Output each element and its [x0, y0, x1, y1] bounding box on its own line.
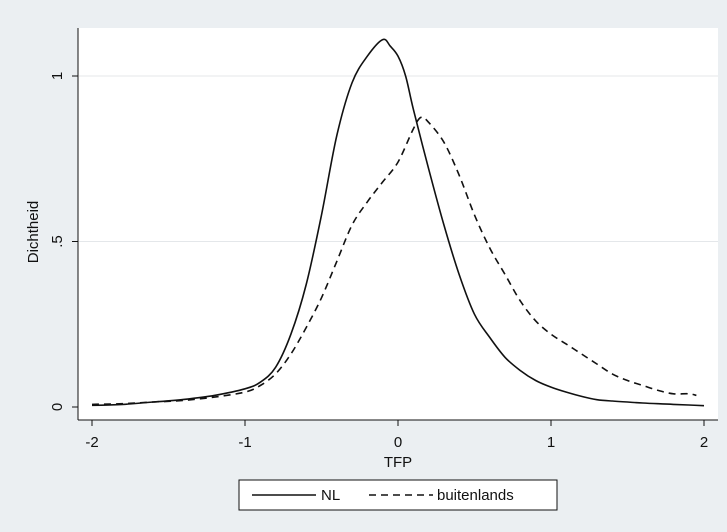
legend-label-buitenlands: buitenlands: [437, 487, 514, 504]
y-tick-label: 1: [49, 72, 66, 80]
series-layer: [91, 38, 705, 407]
y-axis-title: Dichtheid: [25, 201, 42, 264]
legend: NL buitenlands: [238, 479, 558, 511]
gridlines: [79, 75, 718, 242]
y-tick-label: 0: [49, 403, 66, 411]
series-line-buitenlands: [91, 116, 697, 406]
legend-label-nl: NL: [321, 487, 340, 504]
y-tick-label: .5: [49, 235, 66, 248]
x-ticks: -2 -1 0 1 2: [85, 420, 708, 451]
plot-area: [78, 28, 718, 420]
x-tick-label: 0: [394, 434, 402, 451]
y-ticks: 0.51: [49, 72, 78, 411]
x-tick-label: -2: [85, 434, 98, 451]
x-tick-label: 2: [700, 434, 708, 451]
x-tick-label: -1: [238, 434, 251, 451]
series-line-nl: [91, 38, 705, 407]
x-axis-title: TFP: [384, 454, 412, 471]
x-tick-label: 1: [547, 434, 555, 451]
